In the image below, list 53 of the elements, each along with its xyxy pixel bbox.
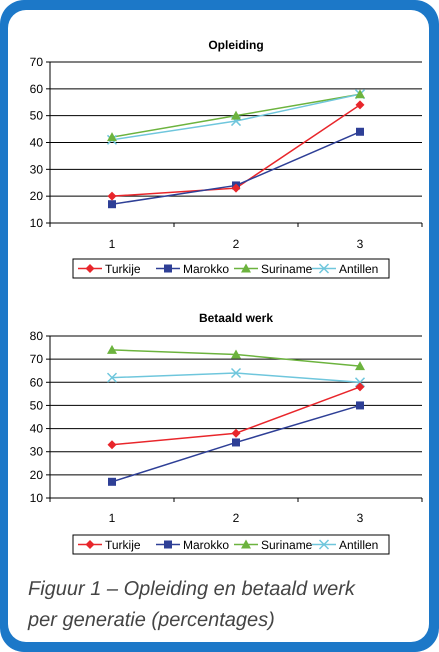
point [230, 368, 242, 378]
point [356, 100, 364, 110]
x-tick-label: 1 [108, 511, 116, 525]
point [232, 438, 240, 446]
point [232, 428, 240, 438]
point [106, 372, 118, 383]
y-tick-label: 80 [30, 329, 44, 343]
point [231, 110, 241, 120]
legend-label: Turkije [105, 262, 141, 276]
point [108, 478, 116, 486]
legend-label: Turkije [105, 538, 141, 552]
legend-label: Marokko [183, 538, 230, 552]
y-tick-label: 70 [30, 55, 44, 69]
x-tick-label: 2 [232, 237, 240, 251]
point [356, 401, 364, 410]
point [107, 132, 117, 142]
y-tick-label: 60 [30, 82, 44, 96]
point [230, 116, 242, 126]
y-tick-label: 10 [30, 491, 44, 505]
legend-label: Suriname [261, 538, 313, 552]
point [108, 200, 116, 208]
y-tick-label: 60 [30, 375, 44, 390]
legend-label: Antillen [339, 538, 378, 552]
legend-label: Suriname [261, 262, 313, 276]
y-tick-label: 30 [30, 444, 44, 459]
point [231, 350, 241, 359]
chart-title: Betaald werk [198, 311, 274, 325]
y-tick-label: 50 [30, 108, 44, 123]
x-tick-label: 3 [356, 237, 364, 251]
point [107, 344, 117, 354]
x-tick-label: 2 [232, 511, 240, 525]
point [108, 440, 116, 450]
y-tick-label: 40 [30, 422, 44, 436]
legend-label: Marokko [183, 262, 230, 276]
y-tick-label: 30 [30, 162, 44, 176]
y-tick-label: 20 [30, 468, 44, 482]
point [232, 184, 240, 193]
y-tick-label: 10 [30, 216, 44, 230]
point [356, 128, 364, 136]
y-tick-label: 70 [30, 352, 44, 366]
y-tick-label: 20 [30, 189, 44, 204]
point [355, 361, 365, 370]
chart-title: Opleiding [208, 38, 264, 52]
x-tick-label: 1 [108, 237, 116, 251]
point [356, 382, 364, 392]
x-tick-label: 3 [356, 511, 364, 525]
point [106, 134, 118, 146]
y-tick-label: 50 [30, 398, 44, 412]
point [108, 192, 116, 201]
legend-label: Antillen [339, 262, 378, 276]
y-tick-label: 40 [30, 136, 44, 150]
point [354, 377, 366, 388]
text: Figuur 1 – Opleiding en betaald werk per generatie (percentages) [27, 578, 356, 631]
